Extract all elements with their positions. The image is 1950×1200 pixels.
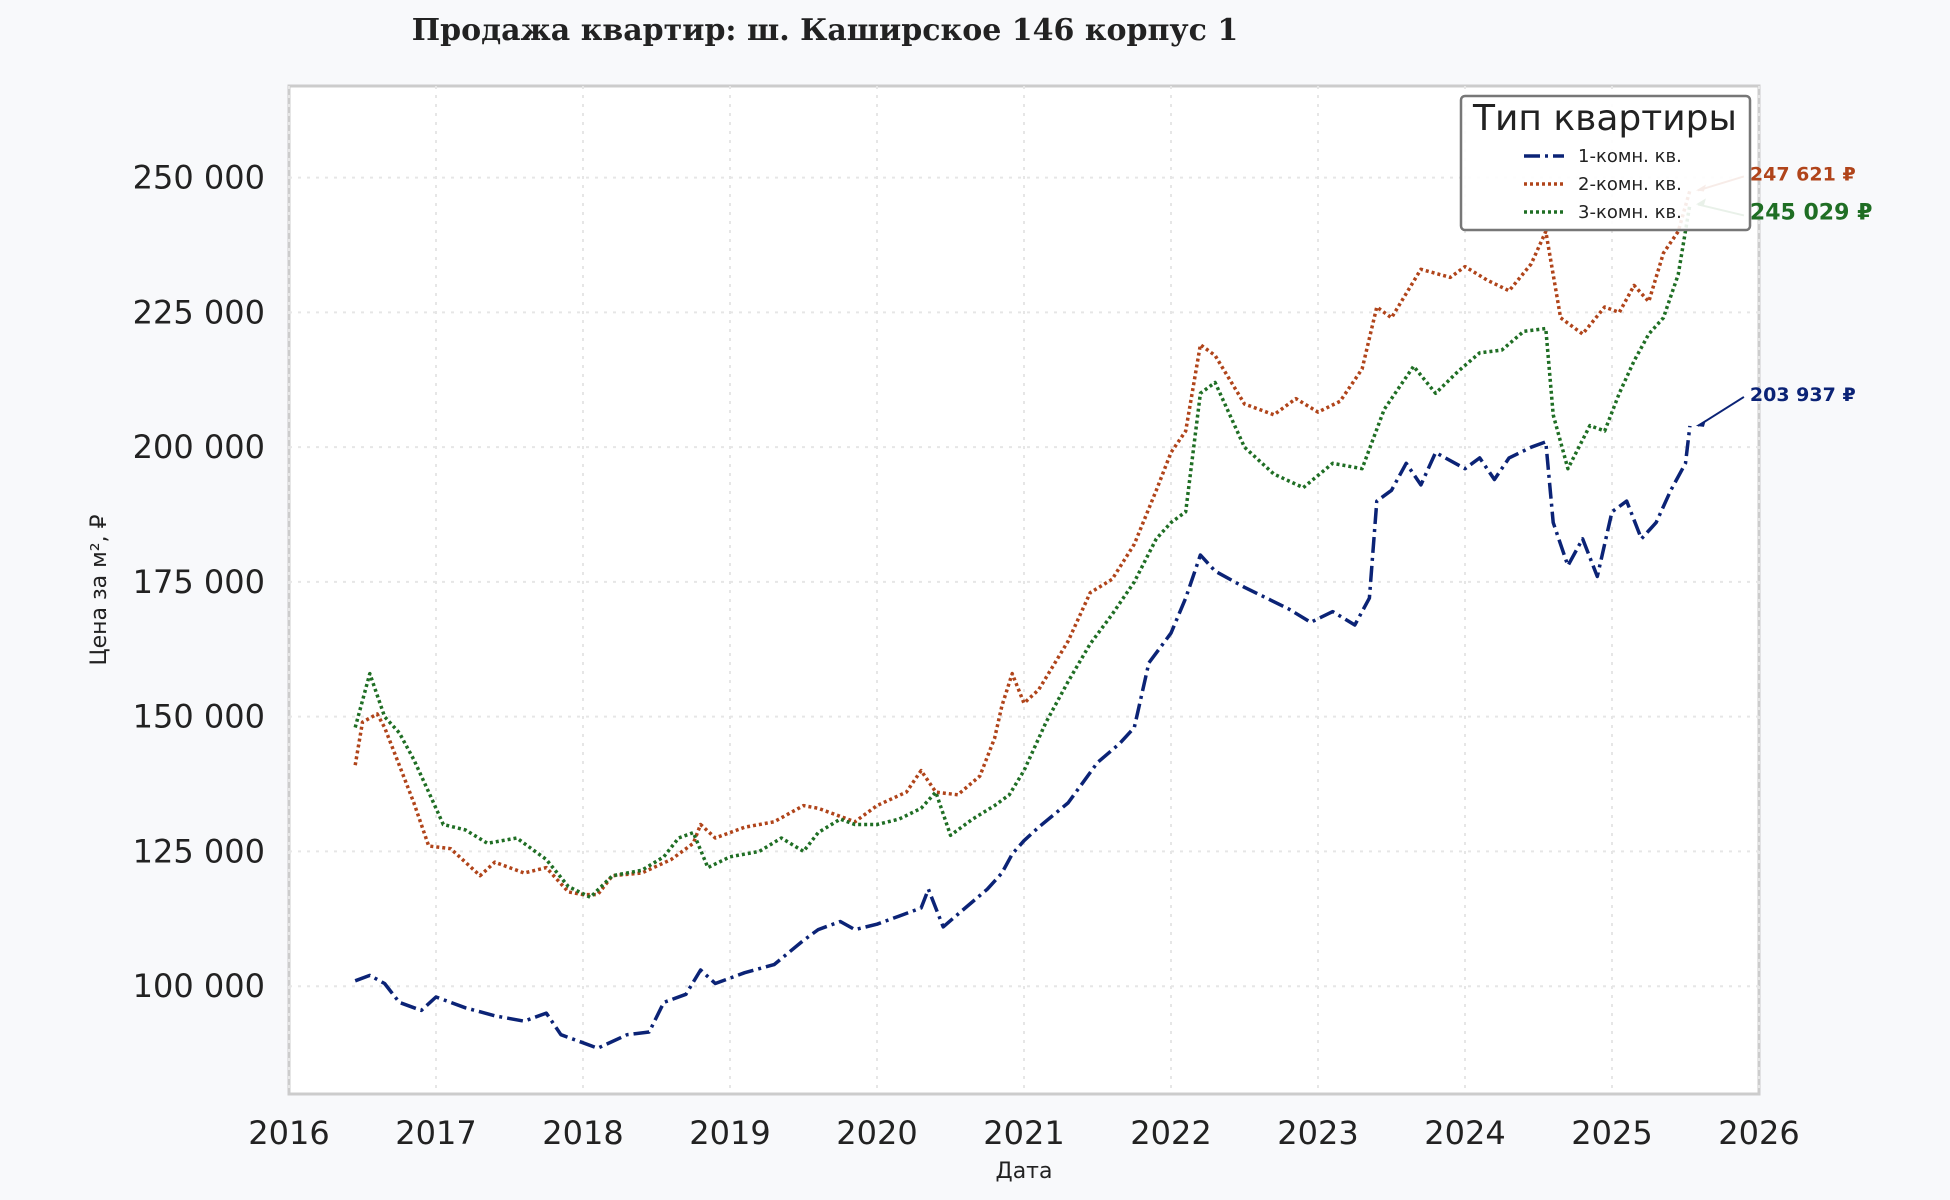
y-axis: 100 000 125 000 150 000 175 000 200 000 225 0… xyxy=(133,159,265,1006)
chart-title: Продажа квартир: ш. Каширское 146 корпус… xyxy=(412,13,1238,48)
x-tick-label: 2025 xyxy=(1571,1114,1652,1152)
y-tick-label: 125 000 xyxy=(133,832,265,870)
legend-entry-1: 1-комн. кв. xyxy=(1578,146,1682,167)
x-tick-label: 2017 xyxy=(395,1114,476,1152)
y-tick-label: 150 000 xyxy=(133,698,265,736)
y-tick-label: 100 000 xyxy=(133,967,265,1005)
x-tick-label: 2019 xyxy=(689,1114,770,1152)
end-label-arrowhead xyxy=(1695,419,1706,427)
x-axis-label: Дата xyxy=(996,1159,1053,1184)
end-label-1: 203 937 ₽ xyxy=(1750,384,1856,406)
x-tick-label: 2020 xyxy=(836,1114,917,1152)
series-line-1 xyxy=(354,425,1692,1050)
x-tick-label: 2016 xyxy=(248,1114,329,1152)
y-axis-label: Цена за м², ₽ xyxy=(87,514,112,665)
legend-title: Тип квартиры xyxy=(1472,98,1737,139)
end-label-3: 245 029 ₽ xyxy=(1750,200,1872,225)
legend-entry-2: 2-комн. кв. xyxy=(1578,174,1682,195)
series-layer xyxy=(353,190,1692,1050)
x-tick-label: 2026 xyxy=(1718,1114,1799,1152)
series-line-2 xyxy=(353,190,1692,897)
end-label-2: 247 621 ₽ xyxy=(1750,163,1856,185)
legend-box xyxy=(1459,94,1752,232)
legend-entry-3: 3-комн. кв. xyxy=(1578,202,1682,223)
x-tick-label: 2021 xyxy=(983,1114,1064,1152)
y-tick-label: 175 000 xyxy=(133,563,265,601)
legend: Тип квартиры 1-комн. кв. 2-комн. кв. 3-ком… xyxy=(1459,94,1752,232)
y-tick-label: 225 000 xyxy=(133,293,265,331)
x-tick-label: 2022 xyxy=(1130,1114,1211,1152)
series-line-3 xyxy=(353,204,1692,900)
x-tick-label: 2018 xyxy=(542,1114,623,1152)
x-axis: 2016 2017 2018 2019 2020 2021 2022 2023 2024 2025… xyxy=(248,1114,1799,1152)
y-tick-label: 200 000 xyxy=(133,428,265,466)
x-tick-label: 2023 xyxy=(1277,1114,1358,1152)
x-tick-label: 2024 xyxy=(1424,1114,1505,1152)
y-tick-label: 250 000 xyxy=(133,159,265,197)
legend-items: 1-комн. кв. 2-комн. кв. 3-комн. кв. xyxy=(1524,146,1682,223)
